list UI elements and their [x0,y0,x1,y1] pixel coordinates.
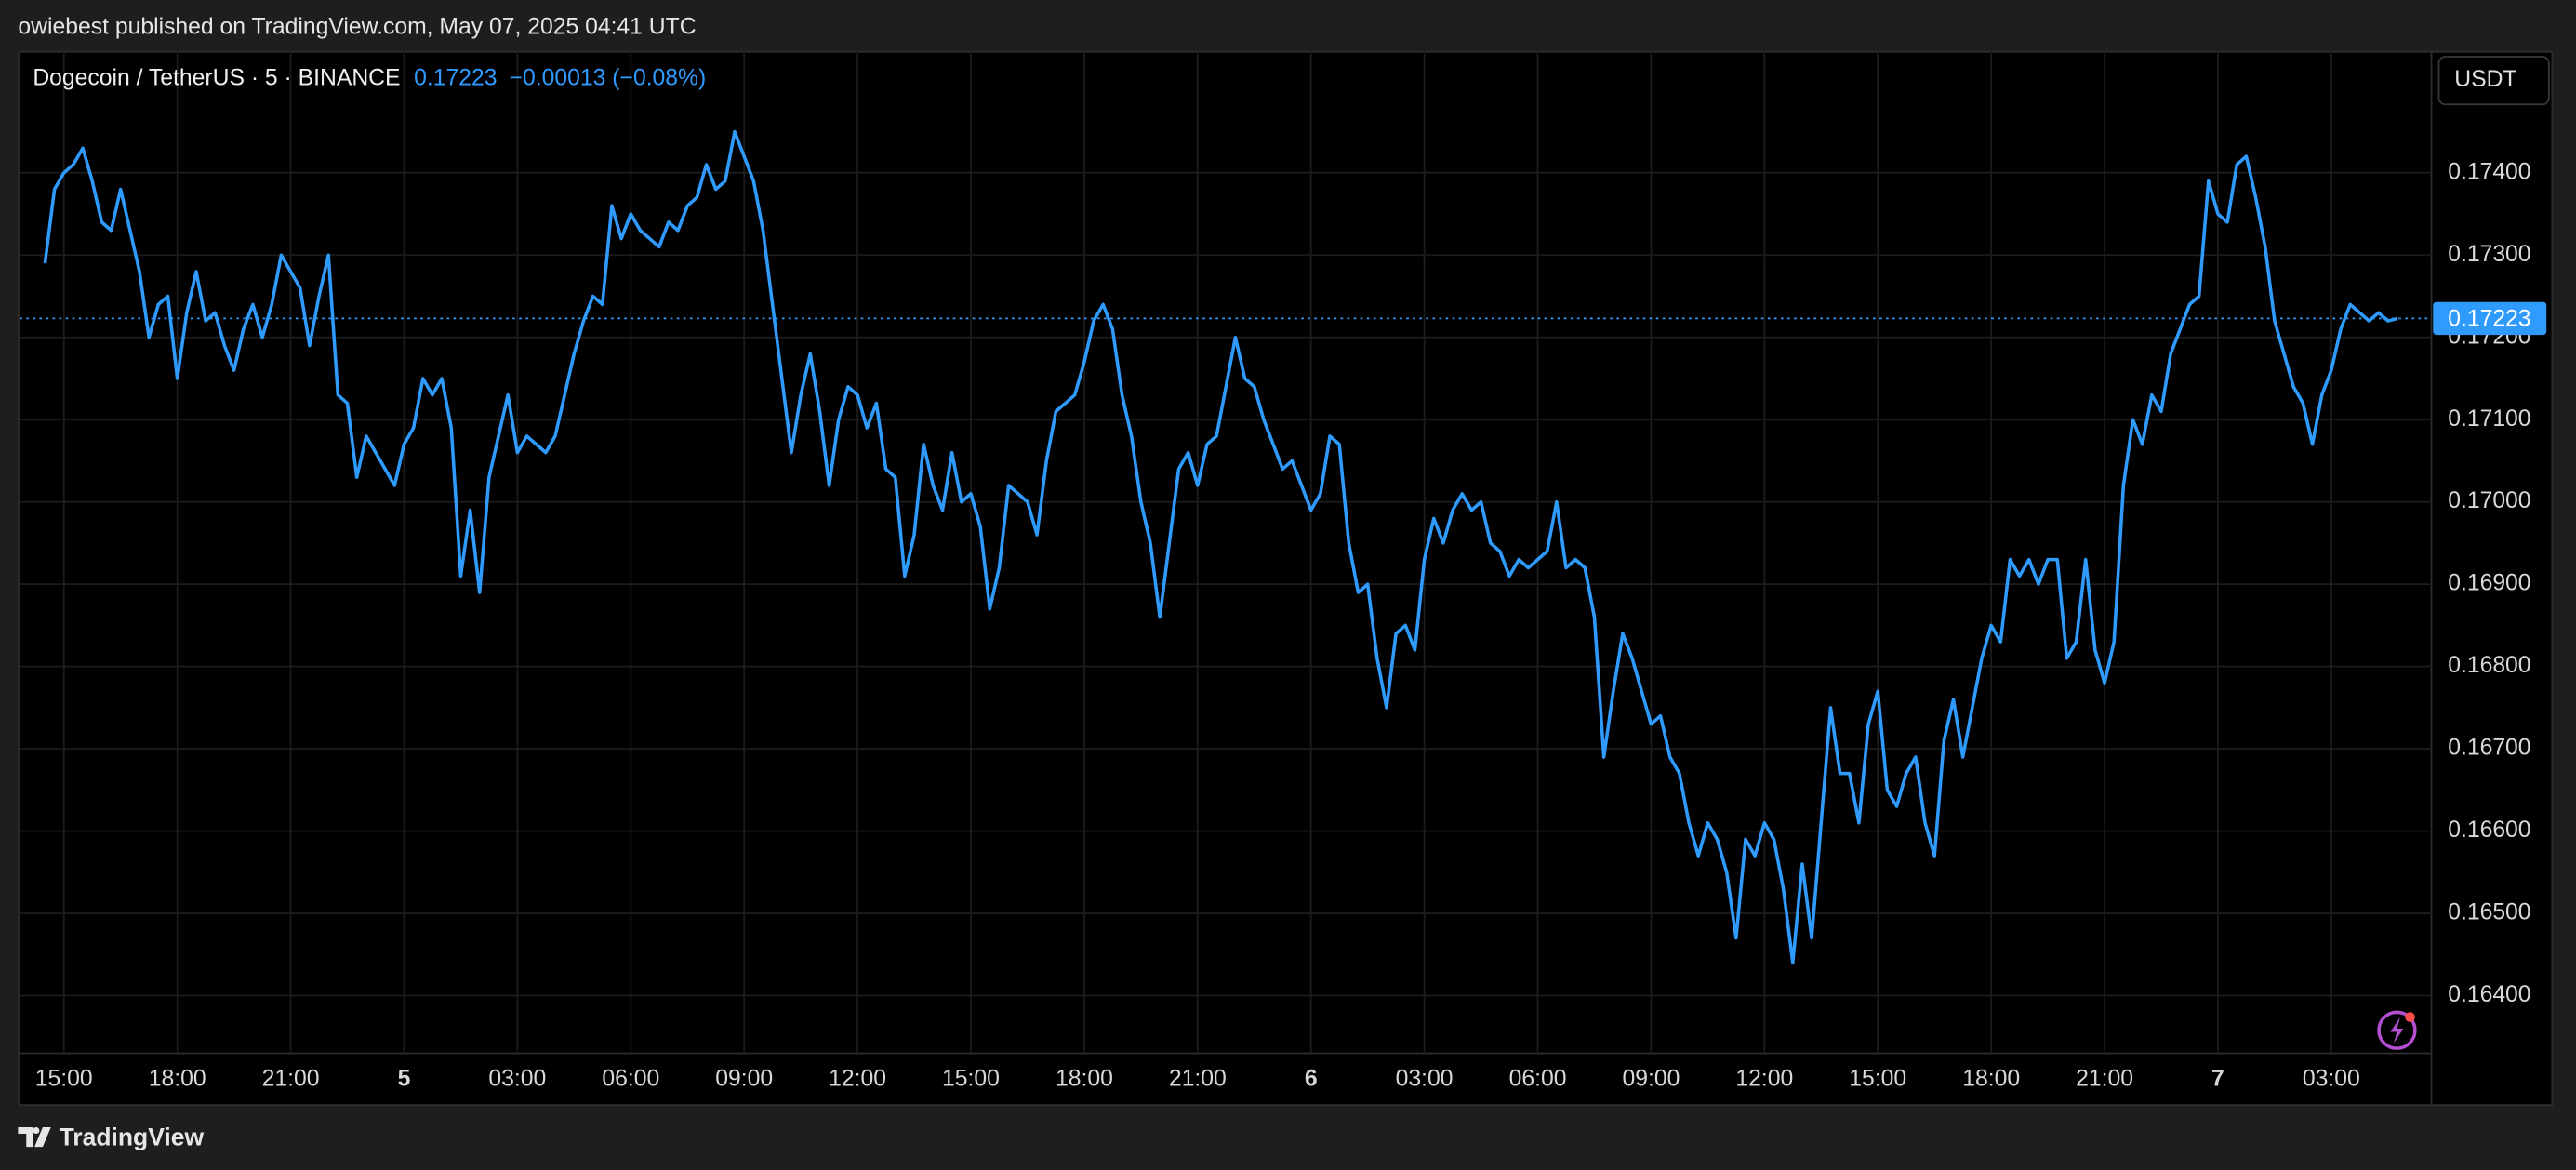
y-tick-label: 0.16500 [2448,900,2530,925]
last-price-label: 0.17223 [2448,307,2530,332]
x-tick-label: 18:00 [149,1066,206,1091]
unit-button[interactable] [2437,56,2550,106]
header-price: 0.17223 [414,65,497,90]
logo-mark [18,1126,51,1148]
x-tick-label: 15:00 [1849,1066,1906,1091]
y-tick-label: 0.16900 [2448,571,2530,596]
x-tick-label: 5 [398,1066,411,1091]
alert-icon[interactable] [2377,1010,2417,1050]
grid [20,50,2432,1054]
x-tick-label: 15:00 [942,1066,1000,1091]
x-tick-label: 21:00 [262,1066,320,1091]
last-price-box [2433,301,2547,336]
x-tick-label: 6 [1305,1066,1318,1091]
x-tick-label: 21:00 [1169,1066,1227,1091]
brand: TradingView [60,1123,205,1150]
y-tick-label: 0.16700 [2448,736,2530,761]
x-tick-label: 18:00 [1962,1066,2020,1091]
x-tick-label: 09:00 [715,1066,773,1091]
x-tick-label: 03:00 [1396,1066,1454,1091]
x-tick-label: 12:00 [829,1066,886,1091]
symbol-title: Dogecoin / TetherUS · 5 · BINANCE [33,65,400,90]
x-tick-label: 03:00 [2303,1066,2360,1091]
header-change: −0.00013 (−0.08%) [510,65,707,90]
x-tick-label: 7 [2211,1066,2224,1091]
y-tick-label: 0.17400 [2448,159,2530,184]
x-tick-label: 21:00 [2076,1066,2133,1091]
y-tick-label: 0.17000 [2448,488,2530,513]
y-tick-label: 0.17300 [2448,242,2530,267]
y-unit[interactable]: USDT [2454,67,2516,92]
brand-logo: TradingView [18,1123,205,1150]
chart-frame [18,50,2554,1107]
icon-ring [2377,1010,2417,1050]
x-tick-label: 15:00 [35,1066,93,1091]
x-tick-label: 06:00 [602,1066,659,1091]
x-tick-label: 03:00 [488,1066,546,1091]
logo-dot [33,1126,40,1135]
labels: 15:00 18:00 21:00 5 03:00 06:00 09:00 12:00 15:0… [35,159,2547,1091]
y-tick-label: 0.16400 [2448,982,2530,1007]
price-line [43,129,2398,964]
y-tick-label: 0.16800 [2448,653,2530,678]
y-tick-label: 0.17100 [2448,406,2530,432]
x-tick-label: 18:00 [1056,1066,1113,1091]
publish-info: owiebest published on TradingView.com, M… [18,15,696,40]
x-tick-label: 12:00 [1735,1066,1793,1091]
plot [20,129,2432,964]
icon-dot [2405,1012,2415,1022]
y-tick-label: 0.16600 [2448,818,2530,843]
x-tick-label: 06:00 [1509,1066,1567,1091]
x-tick-label: 09:00 [1622,1066,1680,1091]
icon-bolt [2390,1017,2404,1044]
